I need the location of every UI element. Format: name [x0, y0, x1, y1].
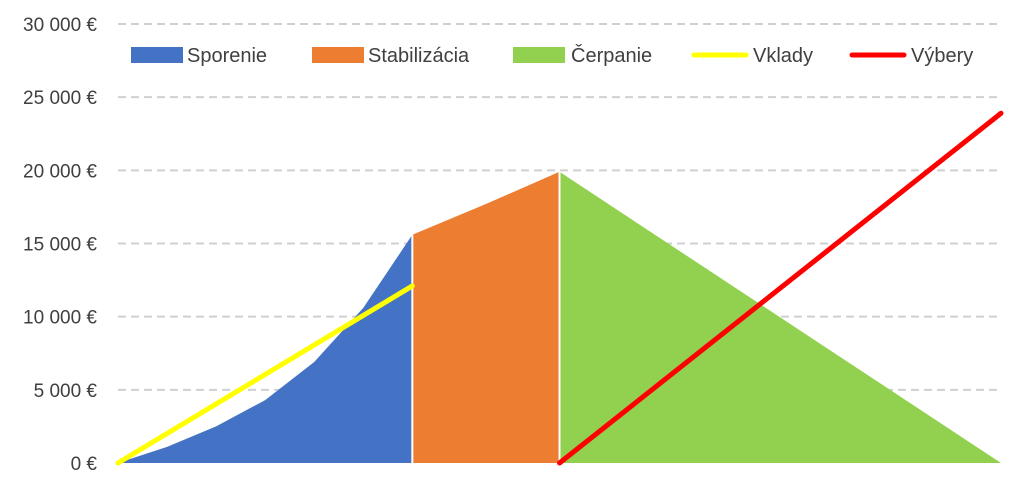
legend-item-výbery: Výbery — [849, 45, 973, 67]
phase-dividers — [411, 171, 561, 463]
legend-item-čerpanie: Čerpanie — [513, 44, 652, 67]
y-tick-label: 15 000 € — [23, 235, 97, 256]
y-tick-label: 10 000 € — [23, 308, 97, 329]
legend-swatch — [513, 47, 565, 63]
y-tick-label: 20 000 € — [23, 161, 97, 182]
legend-label: Výbery — [911, 45, 973, 67]
y-tick-label: 0 € — [71, 454, 98, 475]
line-series — [115, 110, 1004, 466]
legend-swatch — [312, 47, 364, 63]
area-stabilizácia — [412, 171, 560, 463]
legend-item-sporenie: Sporenie — [131, 45, 267, 67]
y-tick-label: 30 000 € — [23, 15, 97, 36]
area-čerpanie — [559, 171, 1001, 463]
line-vklady — [115, 283, 415, 466]
legend-label: Stabilizácia — [368, 45, 470, 67]
area-series — [118, 171, 1001, 463]
legend: Sporenie Stabilizácia Čerpanie Vklady Výbery — [131, 44, 973, 67]
legend-swatch — [131, 47, 183, 63]
y-tick-label: 25 000 € — [23, 88, 97, 109]
legend-item-stabilizácia: Stabilizácia — [312, 45, 470, 67]
y-tick-label: 5 000 € — [34, 381, 98, 402]
legend-label: Čerpanie — [571, 44, 652, 67]
area-sporenie — [118, 234, 413, 463]
legend-label: Vklady — [753, 45, 813, 67]
legend-item-vklady: Vklady — [691, 45, 813, 67]
y-axis-tick-labels: 0 € 5 000 € 10 000 € 15 000 € 20 000 € 25 000… — [23, 15, 97, 475]
line-výbery — [557, 110, 1004, 466]
legend-label: Sporenie — [187, 45, 267, 67]
